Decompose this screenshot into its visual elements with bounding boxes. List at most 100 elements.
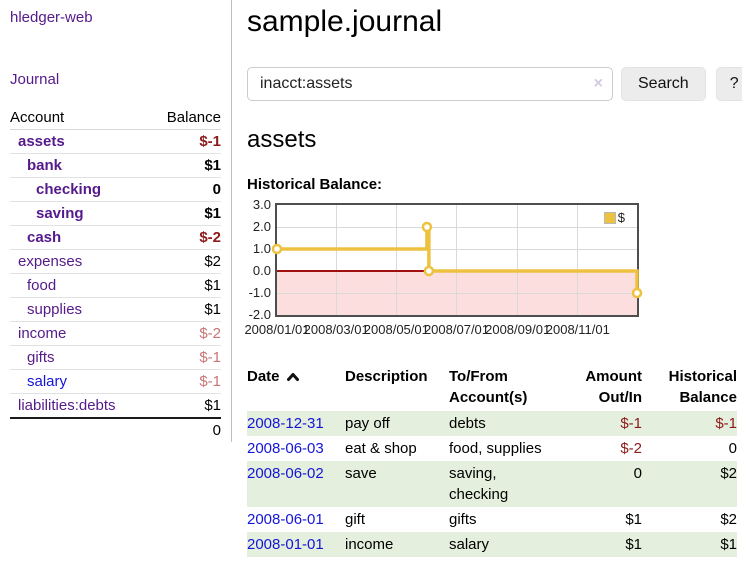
account-row: cash $-2 — [10, 225, 221, 250]
x-axis-label: 2008/11/01 — [545, 322, 610, 337]
search-input[interactable] — [247, 67, 613, 101]
register-row: 2008-12-31 pay off debts $-1 $-1 — [247, 411, 737, 436]
account-link[interactable]: gifts — [27, 349, 55, 366]
sidebar-item-journal[interactable]: Journal — [10, 71, 60, 88]
zero-line — [277, 270, 637, 272]
transaction-date-link[interactable]: 2008-12-31 — [247, 415, 324, 432]
legend-swatch-icon — [603, 211, 616, 224]
balance-column-header: Historical Balance — [668, 368, 737, 406]
account-balance: $1 — [149, 201, 221, 226]
x-axis-label: 2008/01/01 — [244, 322, 310, 337]
account-link[interactable]: assets — [18, 133, 65, 150]
account-rows: assets $-1 bank $1 checking 0 saving $1 cash $-2 e… — [10, 129, 221, 419]
amount-cell: $1 — [625, 511, 642, 528]
search-box: × — [247, 67, 613, 101]
account-link[interactable]: expenses — [18, 253, 83, 270]
account-row: expenses $2 — [10, 249, 221, 274]
account-link[interactable]: cash — [27, 229, 62, 246]
negative-region — [277, 271, 637, 315]
account-link[interactable]: supplies — [27, 301, 83, 318]
balance-line — [271, 221, 643, 299]
h-gridline — [277, 292, 637, 294]
account-balance: $-2 — [149, 321, 221, 346]
accounts-total-row: 0 — [10, 418, 221, 442]
account-link[interactable]: income — [18, 325, 67, 342]
transaction-date-link[interactable]: 2008-06-03 — [247, 440, 324, 457]
accounts-total-balance: 0 — [212, 422, 221, 439]
account-balance: $-2 — [149, 225, 221, 250]
account-row: supplies $1 — [10, 297, 221, 322]
account-balance: $-1 — [149, 345, 221, 370]
v-gridline — [335, 205, 337, 315]
accounts-cell: gifts — [449, 511, 477, 528]
x-axis-label: 2008/05/01 — [363, 322, 429, 337]
v-gridline — [456, 205, 457, 315]
account-row: saving $1 — [10, 201, 221, 226]
account-balance: 0 — [149, 177, 221, 202]
account-balance: $2 — [149, 249, 221, 274]
sidebar: hledger-web Journal Account Balance asse… — [0, 0, 232, 442]
account-balance: $1 — [149, 297, 221, 322]
transaction-date-link[interactable]: 2008-06-01 — [247, 511, 324, 528]
account-row: checking 0 — [10, 177, 221, 202]
register-rows: 2008-12-31 pay off debts $-1 $-1 2008-06-03 ea… — [247, 411, 737, 557]
account-row: food $1 — [10, 273, 221, 298]
account-link[interactable]: liabilities:debts — [18, 397, 116, 414]
balance-cell: $2 — [720, 465, 737, 482]
search-button[interactable]: Search — [621, 67, 706, 101]
amount-cell: 0 — [633, 465, 642, 482]
data-point-marker — [631, 287, 643, 299]
register-row: 2008-06-03 eat & shop food, supplies $-2 0 — [247, 436, 737, 461]
account-link[interactable]: salary — [27, 373, 68, 390]
legend-label: $ — [617, 210, 625, 225]
amount-cell: $1 — [625, 536, 642, 553]
description-cell: save — [345, 465, 377, 482]
account-row: liabilities:debts $1 — [10, 393, 221, 419]
account-heading: assets — [247, 126, 317, 153]
amount-column-header: Amount Out/In — [585, 368, 642, 406]
accounts-cell: food, supplies — [449, 440, 542, 457]
data-point-marker — [423, 265, 435, 277]
balance-chart: $ 3.0 2.0 1.0 0.0 -1.0 -2.0 2008/01/01 2008/03/… — [244, 197, 647, 339]
account-row: bank $1 — [10, 153, 221, 178]
y-axis-label: 3.0 — [252, 197, 271, 212]
help-button[interactable]: ? — [715, 67, 742, 101]
account-balance: $1 — [149, 393, 221, 419]
balance-cell: $-1 — [715, 415, 737, 432]
v-gridline — [517, 205, 519, 315]
transaction-date-link[interactable]: 2008-01-01 — [247, 536, 324, 553]
register-table: Date Description To/From Account(s) Amou… — [247, 363, 737, 557]
account-link[interactable]: bank — [27, 157, 63, 174]
description-column-header: Description — [345, 368, 428, 385]
amount-cell: $-2 — [620, 440, 642, 457]
y-axis-label: 2.0 — [252, 219, 271, 234]
transaction-date-link[interactable]: 2008-06-02 — [247, 465, 324, 482]
clear-search-icon[interactable]: × — [593, 75, 603, 92]
account-row: salary $-1 — [10, 369, 221, 394]
total-spacer — [10, 418, 149, 442]
description-cell: income — [345, 536, 394, 553]
date-column-header[interactable]: Date — [247, 363, 345, 411]
balance-column-header: Balance — [149, 106, 221, 130]
v-gridline — [395, 205, 397, 315]
account-link[interactable]: saving — [36, 205, 84, 222]
y-axis-label: -1.0 — [248, 285, 271, 300]
account-balance: $-1 — [149, 369, 221, 394]
h-gridline — [277, 248, 637, 250]
x-axis-label: 2008/03/01 — [303, 322, 369, 337]
account-balance: $1 — [149, 153, 221, 178]
y-axis-label: -2.0 — [248, 307, 271, 322]
chart-legend: $ — [603, 210, 625, 225]
chart-plot: $ — [271, 203, 643, 317]
brand-link[interactable]: hledger-web — [10, 9, 93, 26]
description-cell: pay off — [345, 415, 390, 432]
accounts-cell: salary — [449, 536, 490, 553]
account-link[interactable]: food — [27, 277, 57, 294]
account-link[interactable]: checking — [36, 181, 102, 198]
page-title: sample.journal — [247, 5, 443, 38]
accounts-column-header: To/From Account(s) — [449, 368, 528, 406]
balance-cell: 0 — [728, 440, 737, 457]
register-row: 2008-06-01 gift gifts $1 $2 — [247, 507, 737, 532]
accounts-cell: debts — [449, 415, 486, 432]
accounts-table: Account Balance assets $-1 bank $1 checking 0… — [10, 106, 221, 442]
